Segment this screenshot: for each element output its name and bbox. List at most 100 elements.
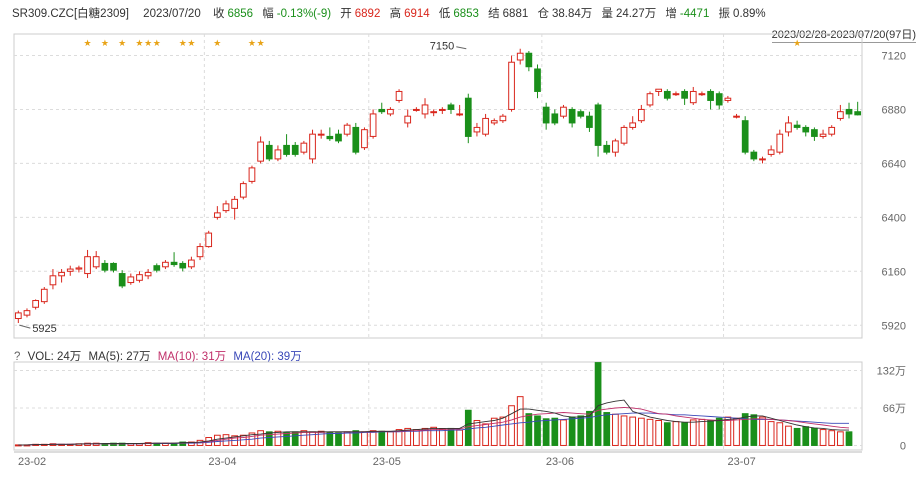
candle-body (162, 261, 169, 268)
candle (92, 251, 100, 270)
candle-body (14, 312, 22, 320)
candle (162, 260, 169, 270)
candle (594, 102, 602, 157)
x-tick-label: 23-05 (373, 456, 401, 468)
candle (819, 129, 827, 139)
volume-bar (620, 415, 628, 446)
candle-body (845, 108, 853, 115)
candle-body (317, 133, 325, 136)
candle-body (560, 106, 567, 117)
candle-body (637, 108, 645, 122)
candle (84, 249, 91, 279)
low-value: 6853 (453, 8, 479, 20)
candle (438, 107, 446, 114)
candle (343, 122, 351, 137)
help-icon[interactable]: ? (14, 351, 21, 363)
price-tick-label: 5920 (882, 320, 906, 332)
volume-bar (750, 414, 758, 446)
volume-bar (84, 442, 91, 446)
candle (213, 206, 221, 220)
change-label: 幅 (262, 8, 274, 20)
volume-bar (499, 416, 507, 446)
candle (421, 98, 429, 119)
candle (283, 134, 290, 157)
candle-body (802, 126, 810, 133)
candle (378, 102, 386, 114)
vol-legend-ma20: MA(20): 39万 (233, 351, 302, 363)
candle (707, 89, 714, 110)
candle (828, 125, 836, 137)
vol-legend-vol: VOL: 24万 (27, 351, 82, 363)
candle (222, 200, 230, 213)
candle (387, 107, 394, 117)
volume-bar (352, 430, 360, 446)
candle (681, 89, 688, 105)
volume-bar (387, 431, 394, 446)
volume-bar (534, 415, 541, 446)
star-marker: ★ (135, 39, 143, 49)
volume-panel-frame (13, 361, 863, 451)
candle (309, 129, 316, 164)
candle-body (490, 120, 498, 124)
volume-bar (447, 427, 455, 446)
candle-body (689, 90, 697, 104)
star-marker: ★ (257, 39, 265, 49)
volume-bar (811, 427, 818, 446)
price-tick-label: 6640 (882, 158, 906, 170)
volume-bar (785, 425, 792, 446)
price-tick-label: 6160 (882, 266, 906, 278)
star-marker: ★ (153, 39, 161, 49)
candle-body (101, 262, 109, 271)
volume-bar (542, 418, 550, 446)
volume-bar (179, 441, 187, 446)
candle-body (49, 275, 57, 286)
x-tick-label: 23-07 (728, 456, 756, 468)
volume-bar (672, 421, 680, 446)
candle (473, 122, 481, 137)
candle (456, 104, 463, 117)
candle (759, 156, 766, 164)
candle-body (274, 149, 282, 160)
candle-body (32, 300, 39, 308)
volume-bar (421, 427, 429, 446)
candle-body (793, 124, 801, 128)
open-value: 6892 (354, 8, 381, 20)
star-marker: ★ (793, 39, 801, 49)
volume-bar (612, 413, 619, 446)
volume-bar (707, 419, 714, 446)
candle (317, 129, 325, 139)
candle (32, 299, 39, 310)
candle (369, 109, 377, 139)
candle (413, 107, 420, 112)
volume-bar (473, 419, 481, 446)
candle (586, 111, 593, 132)
settle-label: 结 (488, 8, 500, 20)
candle (196, 243, 204, 261)
star-marker: ★ (187, 39, 195, 49)
candle (845, 102, 853, 119)
volume-bar (283, 431, 290, 446)
volume-bar (456, 429, 463, 446)
candle (326, 127, 334, 141)
candle-body (75, 267, 83, 270)
candle-body (309, 133, 316, 160)
amplitude-value: 0.89% (733, 8, 766, 20)
candle-body (750, 151, 758, 160)
candle-body (646, 93, 654, 106)
candle-body (118, 273, 126, 287)
volume-bar (767, 421, 775, 446)
candle-body (629, 122, 637, 128)
candle (785, 116, 792, 137)
date-range-selector[interactable]: 2023/02/28-2023/07/20(97日) (771, 26, 916, 43)
candle-body (707, 90, 714, 101)
candle (482, 113, 489, 137)
volume-tick-label: 0 (900, 440, 906, 452)
candle-body (291, 144, 299, 155)
price-tick-label: 6880 (882, 104, 906, 116)
candle-body (741, 120, 749, 153)
volume-bar (689, 419, 697, 446)
volume-bar (395, 429, 403, 446)
candle-body (594, 104, 602, 146)
candle-body (413, 108, 420, 111)
